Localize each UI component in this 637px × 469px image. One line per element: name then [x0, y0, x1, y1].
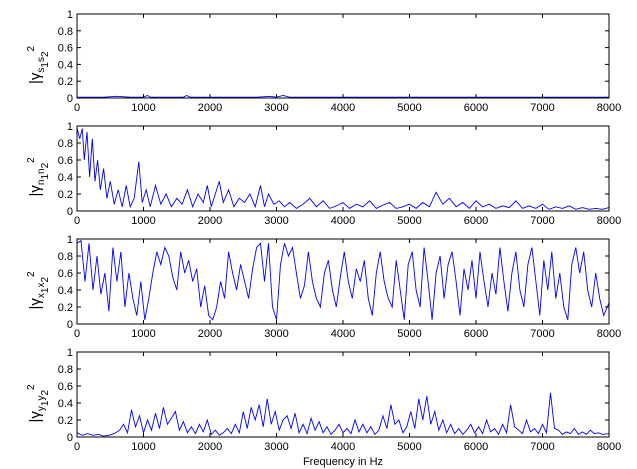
- y-axis-label-part: 2: [40, 277, 51, 283]
- x-tick-label: 8000: [597, 102, 621, 114]
- series-line: [77, 128, 609, 210]
- x-tick-label: 3000: [264, 328, 288, 340]
- y-tick-label: 0.8: [58, 251, 73, 263]
- x-tick-label: 6000: [464, 102, 488, 114]
- y-tick-label: 1: [67, 347, 73, 359]
- x-tick-label: 0: [74, 102, 80, 114]
- panel-1: 0 1000 2000 3000 4000 5000 6000 7000 8000 0 0.2 0.4…: [26, 9, 621, 114]
- x-tick-label: 6000: [464, 328, 488, 340]
- series-line: [77, 393, 609, 436]
- y-tick-label: 0.6: [58, 155, 73, 167]
- x-tick-label: 7000: [530, 215, 554, 227]
- x-tick-label: 5000: [397, 102, 421, 114]
- y-axis-label-part: 2: [26, 271, 37, 277]
- x-tick-label: 6000: [464, 441, 488, 453]
- x-tick-label: 2000: [198, 102, 222, 114]
- y-tick-label: 0.2: [58, 415, 73, 427]
- y-tick-label: 0: [67, 93, 73, 105]
- panel-3: 0 1000 2000 3000 4000 5000 6000 7000 8000 0 0.2 0.4…: [26, 234, 621, 340]
- y-axis-label-part: 2: [40, 51, 51, 57]
- x-tick-label: 6000: [464, 215, 488, 227]
- x-tick-label: 1000: [131, 328, 155, 340]
- x-tick-label: 8000: [597, 215, 621, 227]
- y-tick-label: 0.2: [58, 302, 73, 314]
- x-tick-label: 4000: [331, 215, 355, 227]
- series-line: [77, 241, 609, 320]
- y-axis-label: |γx1x22: [26, 271, 51, 310]
- x-tick-label: 0: [74, 441, 80, 453]
- y-tick-label: 0: [67, 206, 73, 218]
- x-tick-label: 4000: [331, 328, 355, 340]
- y-tick-label: 0.8: [58, 364, 73, 376]
- y-axis-label-part: 2: [40, 390, 51, 396]
- y-tick-label: 0.8: [58, 138, 73, 150]
- y-axis-label-part: |γ: [27, 72, 44, 84]
- plot-frame: [77, 352, 609, 437]
- panel-4: 0 1000 2000 3000 4000 5000 6000 7000 8000 0 0.2 0.4…: [26, 347, 621, 453]
- x-tick-label: 3000: [264, 102, 288, 114]
- y-axis-label-part: 2: [40, 162, 51, 168]
- y-tick-label: 0.4: [58, 285, 73, 297]
- y-tick-label: 0.2: [58, 76, 73, 88]
- y-tick-label: 0.6: [58, 268, 73, 280]
- x-tick-label: 5000: [397, 215, 421, 227]
- x-tick-label: 3000: [264, 215, 288, 227]
- plot-frame: [77, 126, 609, 211]
- x-tick-label: 7000: [530, 102, 554, 114]
- y-tick-label: 0.4: [58, 59, 73, 71]
- x-tick-label: 1000: [131, 215, 155, 227]
- y-axis-label: |γs1s22: [26, 45, 51, 84]
- y-tick-label: 0.4: [58, 398, 73, 410]
- y-axis-label-part: |γ: [27, 411, 44, 423]
- y-tick-label: 1: [67, 9, 73, 21]
- y-tick-label: 0.6: [58, 43, 73, 55]
- x-tick-label: 4000: [331, 441, 355, 453]
- y-tick-label: 0: [67, 319, 73, 331]
- x-tick-label: 1000: [131, 102, 155, 114]
- x-tick-label: 8000: [597, 328, 621, 340]
- y-tick-label: 0: [67, 432, 73, 444]
- y-tick-label: 0.8: [58, 26, 73, 38]
- x-tick-label: 2000: [198, 441, 222, 453]
- y-axis-label: |γy1y22: [26, 384, 51, 423]
- y-axis-label-part: 2: [26, 157, 37, 163]
- y-axis-label-part: 2: [26, 384, 37, 390]
- x-tick-label: 0: [74, 328, 80, 340]
- x-tick-label: 7000: [530, 441, 554, 453]
- x-tick-label: 7000: [530, 328, 554, 340]
- x-tick-label: 5000: [397, 441, 421, 453]
- y-axis-label-part: |γ: [27, 185, 44, 197]
- y-tick-label: 0.6: [58, 381, 73, 393]
- x-tick-label: 1000: [131, 441, 155, 453]
- y-tick-label: 0.4: [58, 172, 73, 184]
- chart-panels: 0 1000 2000 3000 4000 5000 6000 7000 800000.20.4…: [26, 9, 621, 453]
- x-tick-label: 0: [74, 215, 80, 227]
- y-axis-label-part: |γ: [27, 298, 44, 310]
- x-tick-label: 3000: [264, 441, 288, 453]
- panel-2: 0 1000 2000 3000 4000 5000 6000 7000 8000 0 0.2 0.4…: [26, 121, 621, 227]
- x-tick-label: 8000: [597, 441, 621, 453]
- x-tick-label: 2000: [198, 215, 222, 227]
- y-tick-label: 0.2: [58, 189, 73, 201]
- plot-frame: [77, 14, 609, 98]
- y-axis-label: |γn1n22: [26, 157, 51, 197]
- x-tick-label: 2000: [198, 328, 222, 340]
- y-tick-label: 1: [67, 121, 73, 133]
- x-tick-label: 4000: [331, 102, 355, 114]
- x-axis-title: Frequency in Hz: [303, 456, 383, 468]
- x-tick-label: 5000: [397, 328, 421, 340]
- y-axis-label-part: 2: [26, 45, 37, 51]
- y-tick-label: 1: [67, 234, 73, 246]
